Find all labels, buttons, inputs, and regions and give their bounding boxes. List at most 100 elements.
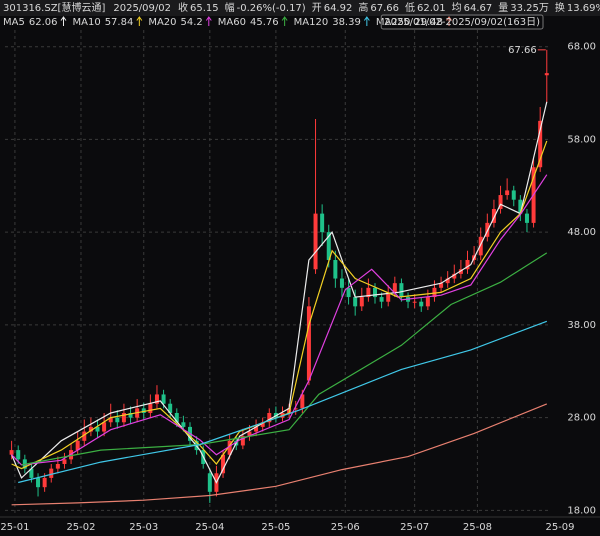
- candle-body: [267, 412, 272, 423]
- candle-body: [373, 287, 377, 298]
- candle-body: [445, 278, 450, 284]
- legend-value: 54.2: [181, 17, 203, 28]
- candle-body: [62, 459, 67, 464]
- range-box: [380, 14, 544, 30]
- candle-body: [544, 73, 549, 76]
- candle-body: [260, 422, 265, 427]
- header-date: 2025/09/02: [113, 3, 171, 14]
- candle-body: [95, 426, 100, 432]
- candle-body: [55, 463, 60, 469]
- legend-arrow-head: [60, 16, 67, 21]
- legend-value: 29.48: [414, 17, 443, 28]
- candle-body: [75, 440, 80, 451]
- candle-body: [524, 213, 529, 223]
- candle-body: [102, 422, 107, 432]
- header-value: 62.01: [417, 3, 446, 14]
- candle-body: [425, 297, 430, 307]
- x-tick-label: 25-06: [331, 522, 360, 533]
- candle-body: [16, 450, 21, 460]
- y-tick-label: 38.00: [567, 320, 596, 331]
- candle-body: [326, 232, 331, 260]
- header-value: 65.15: [190, 3, 219, 14]
- candle-body: [412, 301, 417, 303]
- y-tick-label: 48.00: [567, 227, 596, 238]
- x-tick-label: 25-01: [0, 522, 29, 533]
- candle-body: [247, 431, 252, 437]
- ma-line: [18, 320, 548, 484]
- legend-arrow-head: [281, 16, 288, 21]
- x-tick-label: 25-09: [545, 522, 574, 533]
- candle-body: [161, 394, 166, 404]
- candle-body: [82, 431, 87, 441]
- ma-line: [11, 140, 548, 470]
- candle-body: [379, 297, 384, 302]
- header-value: 64.67: [464, 3, 493, 14]
- legend-value: 62.06: [29, 17, 58, 28]
- candle-body: [254, 426, 259, 432]
- candle-body: [333, 259, 338, 279]
- legend-name: MA5: [3, 17, 25, 28]
- candle-body: [240, 436, 245, 446]
- candle-body: [392, 283, 397, 293]
- header-label: 低: [405, 1, 415, 14]
- candle-body: [221, 454, 226, 474]
- legend-name: MA10: [72, 17, 100, 28]
- candle-body: [313, 213, 318, 270]
- y-tick-label: 18.00: [567, 505, 596, 516]
- candle-body: [386, 292, 391, 302]
- header-value: 13.69%: [567, 3, 600, 14]
- candle-body: [478, 236, 483, 256]
- candle-body: [399, 283, 404, 298]
- candle-body: [141, 408, 146, 413]
- candle-body: [49, 468, 54, 478]
- range-label: 2025/01/02-2025/09/02(163日): [384, 17, 540, 28]
- candle-body: [439, 283, 444, 288]
- x-tick-label: 25-07: [400, 522, 429, 533]
- header-label: 换: [555, 1, 565, 14]
- header-label: 幅: [225, 1, 235, 14]
- header-value: 33.25万: [510, 3, 549, 14]
- ma-line: [11, 101, 548, 484]
- x-tick-label: 25-03: [129, 522, 158, 533]
- header-label: 收: [178, 1, 188, 14]
- legend-arrow-head: [205, 16, 212, 21]
- ma-line: [11, 174, 548, 466]
- candle-body: [366, 287, 371, 298]
- candle-body: [108, 417, 113, 423]
- header-label: 开: [312, 3, 322, 14]
- y-tick-label: 28.00: [567, 413, 596, 424]
- candle-body: [511, 190, 516, 200]
- header-label: 高: [358, 1, 368, 14]
- high-annotation: 67.66: [508, 45, 537, 56]
- candle-body: [452, 273, 457, 279]
- candle-body: [115, 417, 120, 423]
- candle-body: [227, 440, 232, 455]
- x-tick-label: 25-04: [195, 522, 224, 533]
- legend-arrow-head: [446, 16, 452, 21]
- candle-body: [353, 297, 358, 307]
- ma-line: [11, 403, 548, 506]
- x-tick-label: 25-05: [261, 522, 290, 533]
- header-value: -0.26%(-0.17): [237, 3, 306, 14]
- candle-body: [465, 259, 470, 270]
- candle-body: [458, 269, 463, 274]
- candle-body: [181, 422, 186, 427]
- candle-body: [121, 412, 126, 423]
- candle-body: [29, 468, 34, 478]
- candle-body: [207, 473, 212, 492]
- candle-body: [9, 450, 14, 455]
- header-label: 均: [452, 2, 462, 14]
- candle-body: [88, 426, 93, 432]
- y-tick-label: 58.00: [567, 134, 596, 145]
- candle-body: [42, 477, 47, 488]
- candle-body: [538, 120, 543, 168]
- candle-body: [293, 408, 298, 410]
- candle-body: [148, 403, 153, 413]
- candle-body: [300, 394, 305, 409]
- candle-body: [498, 195, 503, 209]
- legend-value: 57.84: [105, 17, 134, 28]
- x-tick-label: 25-08: [463, 522, 492, 533]
